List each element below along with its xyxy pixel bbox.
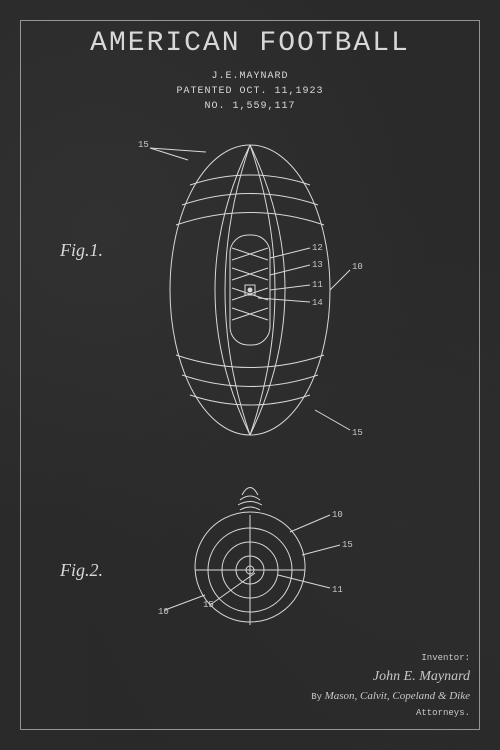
part-15: 15 — [352, 428, 363, 438]
part-10: 10 — [352, 262, 363, 272]
part-11: 11 — [332, 585, 343, 595]
part-12: 12 — [312, 243, 323, 253]
part-14: 14 — [312, 298, 323, 308]
part-13: 13 — [312, 260, 323, 270]
part-10: 10 — [332, 510, 343, 520]
signature-block: Inventor: John E. Maynard By Mason, Calv… — [311, 651, 470, 720]
by-label: By — [311, 692, 322, 702]
inventor-label: Inventor: — [311, 651, 470, 665]
attorneys-label: Attorneys. — [311, 706, 470, 720]
part-11: 11 — [312, 280, 323, 290]
part-10: 10 — [158, 607, 169, 617]
attorney-signature: Mason, Calvit, Copeland & Dike — [325, 690, 470, 702]
part-15: 15 — [203, 600, 214, 610]
part-15: 15 — [138, 140, 149, 150]
inventor-signature: John E. Maynard — [311, 666, 470, 688]
part-15: 15 — [342, 540, 353, 550]
